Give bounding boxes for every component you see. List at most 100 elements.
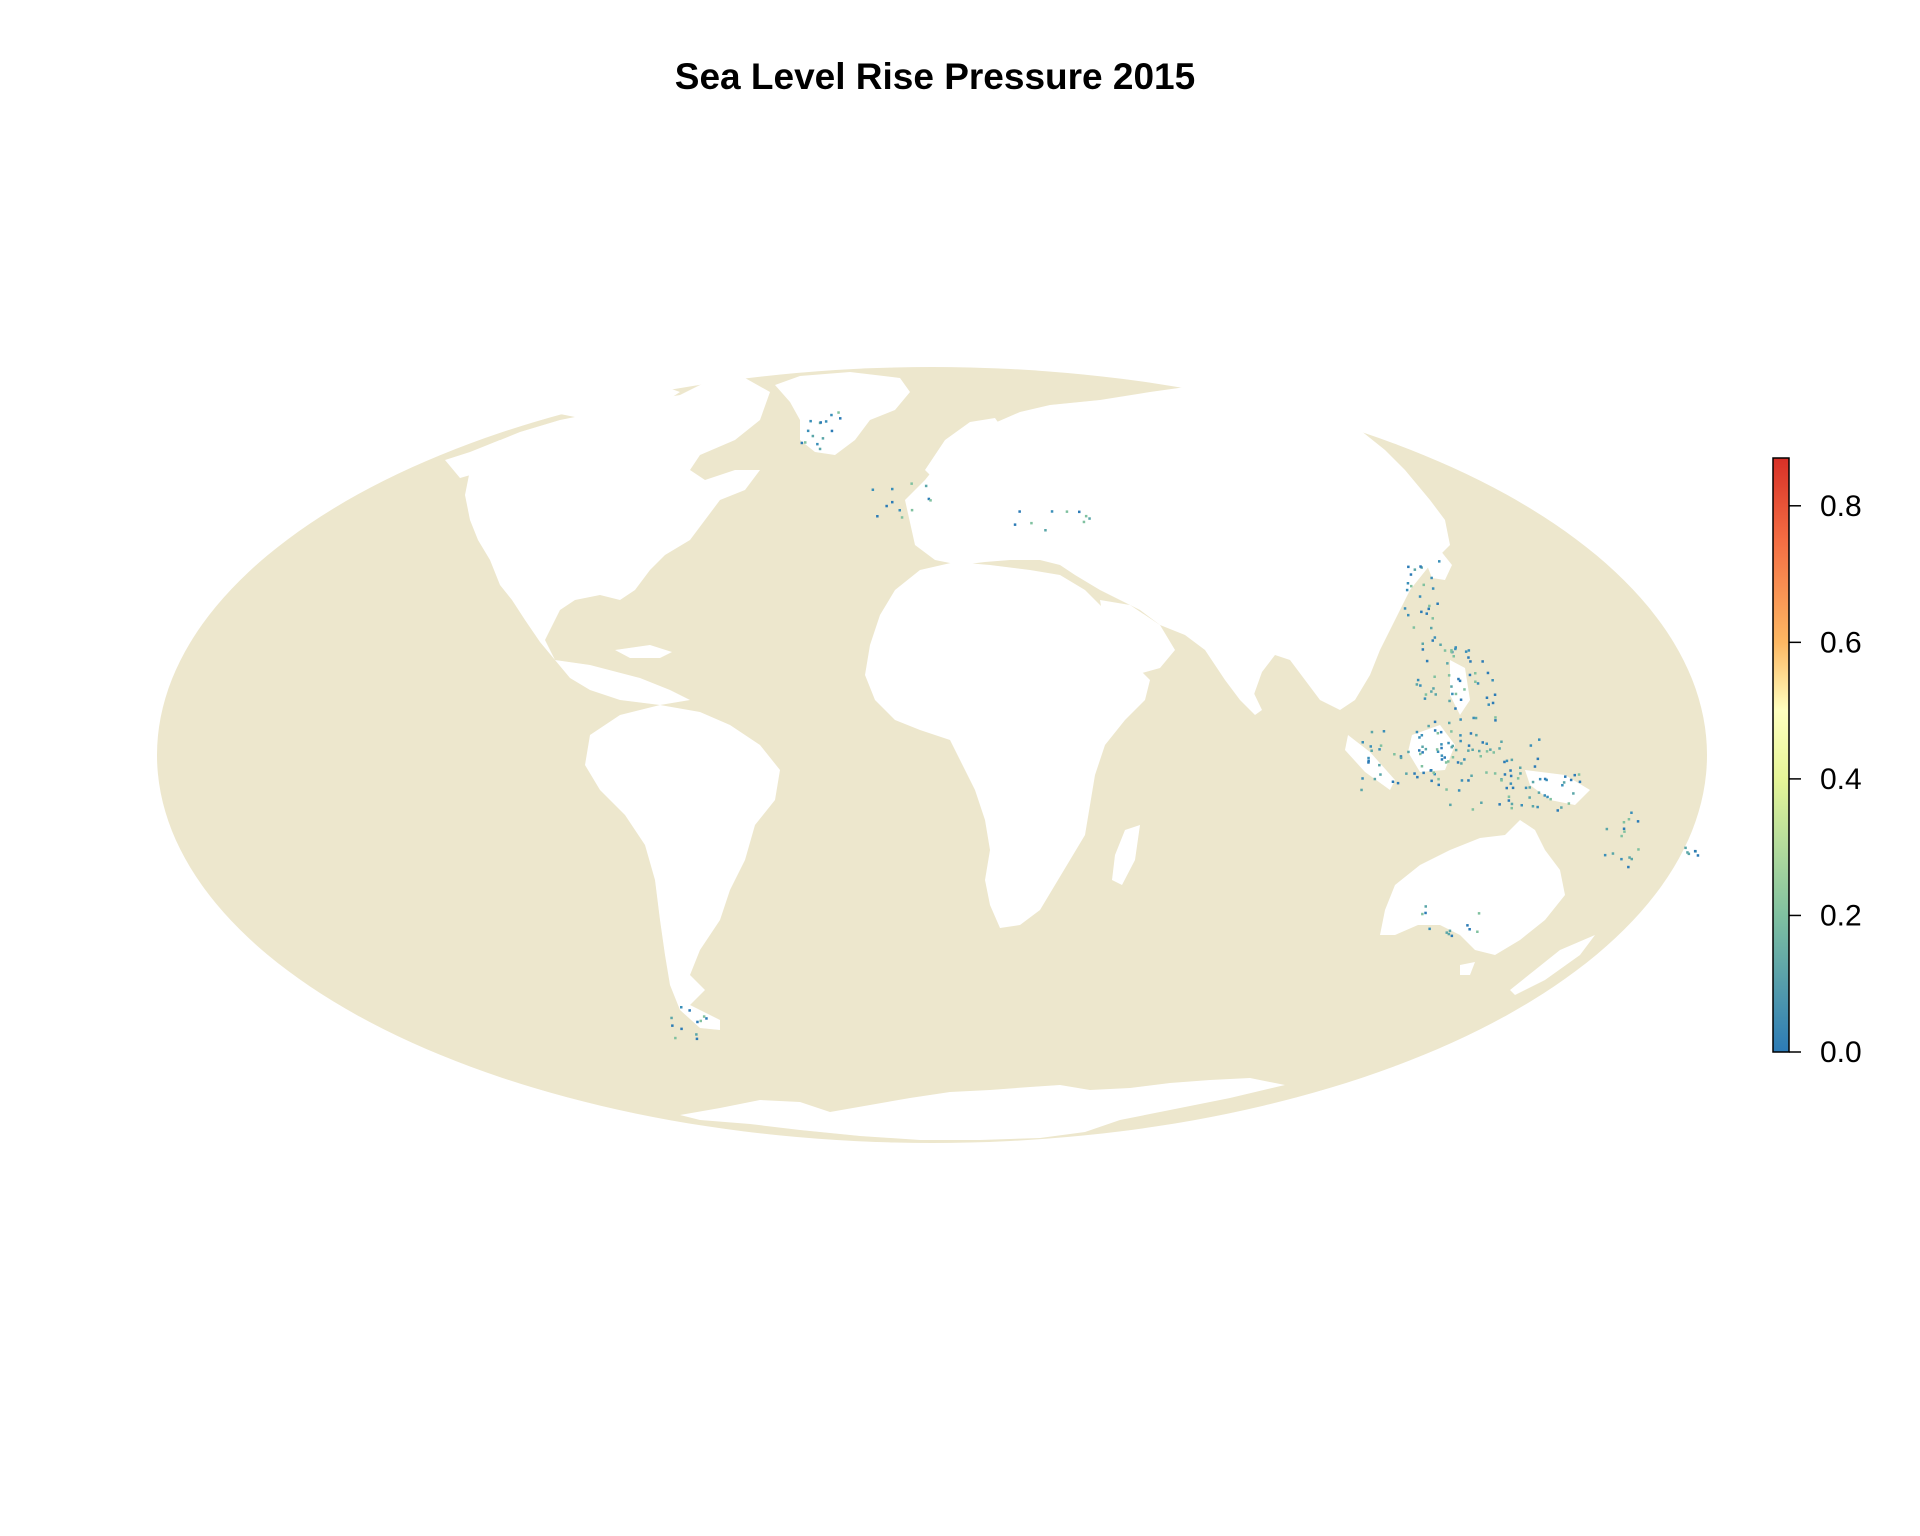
pressure-cell bbox=[1479, 755, 1482, 758]
pressure-cell bbox=[1468, 673, 1472, 677]
pressure-cell bbox=[1458, 679, 1462, 683]
pressure-cell bbox=[1474, 680, 1477, 683]
pressure-cell bbox=[1467, 649, 1471, 652]
pressure-cell bbox=[1485, 696, 1489, 699]
pressure-cell bbox=[1620, 834, 1623, 838]
legend-tick-label: 0.0 bbox=[1820, 1036, 1862, 1069]
pressure-cell bbox=[1360, 788, 1363, 792]
pressure-cell bbox=[1545, 778, 1548, 782]
pressure-cell bbox=[1481, 660, 1484, 663]
pressure-cell bbox=[1088, 517, 1091, 520]
pressure-cell bbox=[1454, 692, 1458, 696]
pressure-cell bbox=[1429, 769, 1432, 772]
pressure-cell bbox=[1520, 804, 1523, 807]
pressure-cell bbox=[1627, 818, 1631, 821]
pressure-cell bbox=[1556, 809, 1559, 812]
pressure-cell bbox=[1425, 659, 1429, 663]
pressure-cell bbox=[1447, 760, 1450, 763]
pressure-cell bbox=[1459, 734, 1462, 737]
pressure-cell bbox=[1425, 612, 1428, 615]
pressure-cell bbox=[1018, 510, 1021, 513]
pressure-cell bbox=[1431, 639, 1434, 642]
pressure-cell bbox=[1409, 573, 1413, 576]
pressure-cell bbox=[1382, 730, 1386, 733]
pressure-cell bbox=[1422, 583, 1425, 587]
pressure-cell bbox=[1562, 781, 1566, 784]
pressure-cell bbox=[1413, 772, 1416, 775]
pressure-cell bbox=[1454, 748, 1458, 752]
pressure-cell bbox=[1454, 707, 1457, 710]
pressure-cell bbox=[1445, 931, 1448, 934]
pressure-cell bbox=[1489, 748, 1492, 751]
pressure-cell bbox=[1405, 588, 1409, 592]
pressure-cell bbox=[1537, 791, 1541, 794]
pressure-cell bbox=[1528, 786, 1531, 789]
pressure-cell bbox=[1433, 675, 1436, 678]
pressure-cell bbox=[1443, 756, 1446, 759]
pressure-cell bbox=[1433, 729, 1437, 732]
pressure-cell bbox=[1519, 766, 1522, 769]
pressure-cell bbox=[1480, 801, 1483, 804]
pressure-cell bbox=[1459, 739, 1462, 743]
pressure-cell bbox=[1637, 848, 1640, 851]
pressure-cell bbox=[1405, 772, 1408, 775]
pressure-cell bbox=[1399, 756, 1403, 760]
pressure-cell bbox=[1451, 756, 1455, 759]
sumatra bbox=[1345, 735, 1395, 790]
pressure-cell bbox=[929, 499, 932, 502]
pressure-cell bbox=[1369, 745, 1372, 748]
pressure-cell bbox=[1439, 730, 1443, 734]
pressure-cell bbox=[1435, 748, 1439, 751]
pressure-cell bbox=[696, 1020, 699, 1024]
pressure-cell bbox=[1603, 853, 1607, 857]
pressure-cell bbox=[1463, 688, 1466, 691]
pressure-cell bbox=[1549, 797, 1552, 801]
pressure-cell bbox=[1379, 744, 1383, 747]
pressure-cell bbox=[1519, 772, 1522, 775]
pressure-cell bbox=[1410, 584, 1413, 588]
pressure-cell bbox=[1451, 692, 1454, 696]
pressure-cell bbox=[1430, 626, 1433, 630]
pressure-cell bbox=[1509, 769, 1512, 772]
pressure-cell bbox=[1457, 677, 1460, 681]
pressure-cell bbox=[1546, 795, 1549, 799]
pressure-cell bbox=[1420, 610, 1423, 614]
pressure-cell bbox=[1467, 744, 1471, 747]
pressure-cell bbox=[1528, 796, 1531, 799]
pressure-cell bbox=[1396, 781, 1400, 785]
pressure-cell bbox=[924, 484, 928, 488]
pressure-cell bbox=[1471, 748, 1474, 751]
pressure-cell bbox=[1498, 747, 1501, 750]
pressure-cell bbox=[1569, 778, 1573, 782]
madagascar bbox=[1112, 825, 1140, 885]
pressure-cell bbox=[927, 497, 931, 501]
pressure-cell bbox=[1491, 679, 1494, 682]
pressure-cell bbox=[1486, 671, 1490, 675]
arctic-canada bbox=[445, 440, 505, 478]
pressure-cell bbox=[1434, 693, 1437, 696]
pressure-cell bbox=[1459, 698, 1463, 701]
antarctica bbox=[680, 1078, 1285, 1140]
pressure-cell bbox=[1696, 854, 1700, 857]
australia bbox=[1380, 820, 1565, 955]
pressure-cell bbox=[1432, 687, 1435, 690]
pressure-cell bbox=[1524, 786, 1528, 790]
pressure-cell bbox=[1507, 795, 1511, 798]
pressure-cell bbox=[1475, 733, 1478, 737]
pressure-cell bbox=[1450, 649, 1453, 652]
pressure-cell bbox=[1457, 789, 1461, 792]
pressure-cell bbox=[1450, 650, 1453, 654]
pressure-cell bbox=[1468, 928, 1471, 931]
pressure-cell bbox=[1444, 761, 1448, 764]
pressure-cell bbox=[1536, 805, 1539, 809]
pressure-cell bbox=[1450, 934, 1454, 938]
pressure-cell bbox=[1623, 830, 1626, 833]
pressure-cell bbox=[1572, 792, 1575, 795]
map-title: Sea Level Rise Pressure 2015 bbox=[674, 56, 1196, 97]
pressure-cell bbox=[1687, 852, 1691, 856]
pressure-cell bbox=[1418, 749, 1421, 752]
pressure-cell bbox=[1418, 595, 1422, 598]
pressure-cell bbox=[839, 417, 842, 420]
pressure-cell bbox=[1577, 773, 1581, 776]
pressure-cell bbox=[1440, 746, 1443, 750]
